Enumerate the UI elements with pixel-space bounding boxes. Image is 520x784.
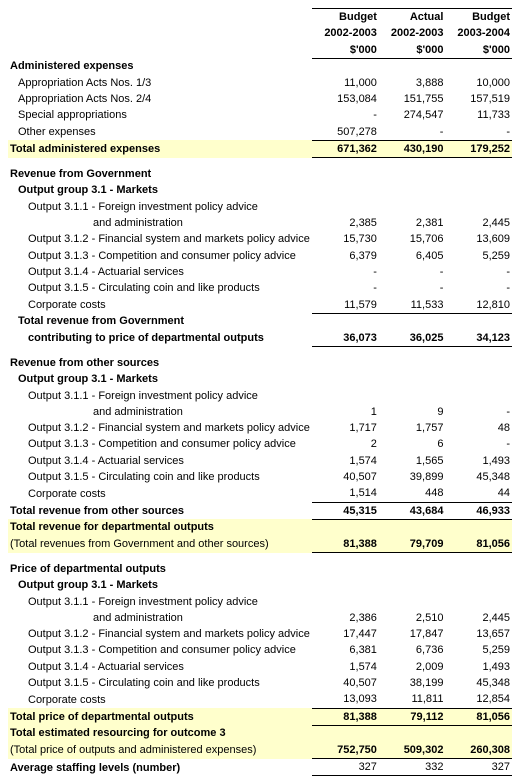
table-row: Corporate costs 11,579 11,533 12,810: [8, 297, 512, 314]
table-row: Output 3.1.5 - Circulating coin and like…: [8, 469, 512, 485]
s1-title: Administered expenses: [8, 58, 312, 74]
table-row: Output 3.1.4 - Actuarial services 1,574 …: [8, 659, 512, 675]
table-row: Output 3.1.3 - Competition and consumer …: [8, 248, 512, 264]
total-row: Total price of departmental outputs 81,3…: [8, 708, 512, 725]
hdr-c1-l1: Budget: [312, 9, 379, 26]
table-row: Output 3.1.3 - Competition and consumer …: [8, 642, 512, 658]
table-row: Appropriation Acts Nos. 2/4 153,084 151,…: [8, 91, 512, 107]
table-row: and administration 2,386 2,510 2,445: [8, 610, 512, 626]
s3-title: Revenue from other sources: [8, 355, 312, 371]
hdr-c3-l3: $'000: [445, 42, 512, 59]
total-row: contributing to price of departmental ou…: [8, 330, 512, 347]
s4-group: Output group 3.1 - Markets: [8, 577, 312, 593]
s4-title: Price of departmental outputs: [8, 561, 312, 577]
table-row: Output 3.1.5 - Circulating coin and like…: [8, 675, 512, 691]
total-row: Total administered expenses 671,362 430,…: [8, 140, 512, 157]
table-row: Output 3.1.2 - Financial system and mark…: [8, 231, 512, 247]
hdr-c2-l1: Actual: [379, 9, 446, 26]
hdr-c1-l3: $'000: [312, 42, 379, 59]
grand-total-row: (Total revenues from Government and othe…: [8, 536, 512, 553]
table-row: Output 3.1.4 - Actuarial services - - -: [8, 264, 512, 280]
table-row: and administration 2,385 2,381 2,445: [8, 215, 512, 231]
hdr-c1-l2: 2002-2003: [312, 25, 379, 41]
hdr-c2-l3: $'000: [379, 42, 446, 59]
financial-table: Budget Actual Budget 2002-2003 2002-2003…: [8, 8, 512, 776]
hdr-c3-l1: Budget: [445, 9, 512, 26]
table-row: Output 3.1.2 - Financial system and mark…: [8, 626, 512, 642]
s3-group: Output group 3.1 - Markets: [8, 371, 312, 387]
table-row: Appropriation Acts Nos. 1/3 11,000 3,888…: [8, 75, 512, 91]
table-row: Corporate costs 1,514 448 44: [8, 485, 512, 502]
table-row: Output 3.1.2 - Financial system and mark…: [8, 420, 512, 436]
table-row: and administration 1 9 -: [8, 404, 512, 420]
s2-title: Revenue from Government: [8, 166, 312, 182]
table-row: Other expenses 507,278 - -: [8, 124, 512, 141]
table-row: Corporate costs 13,093 11,811 12,854: [8, 691, 512, 708]
table-row: Output 3.1.3 - Competition and consumer …: [8, 436, 512, 452]
table-row: Output 3.1.4 - Actuarial services 1,574 …: [8, 453, 512, 469]
hdr-c3-l2: 2003-2004: [445, 25, 512, 41]
staffing-row: Average staffing levels (number) 327 332…: [8, 759, 512, 776]
total-row: Total revenue from other sources 45,315 …: [8, 502, 512, 519]
table-row: Special appropriations - 274,547 11,733: [8, 107, 512, 123]
grand-total-row: (Total price of outputs and administered…: [8, 742, 512, 759]
table-row: Output 3.1.5 - Circulating coin and like…: [8, 280, 512, 296]
hdr-c2-l2: 2002-2003: [379, 25, 446, 41]
s2-group: Output group 3.1 - Markets: [8, 182, 312, 198]
